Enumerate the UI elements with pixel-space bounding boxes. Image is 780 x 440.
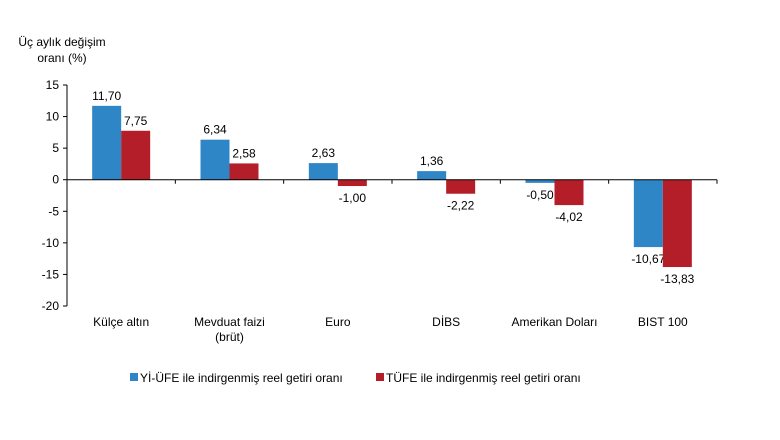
bar	[554, 179, 584, 206]
category-label: DİBS	[432, 315, 460, 329]
bar	[229, 163, 259, 180]
bar	[200, 139, 230, 180]
data-label: 7,75	[124, 114, 148, 128]
y-tick-label: -10	[42, 236, 60, 250]
category-label: Külçe altın	[93, 315, 149, 329]
data-label: 6,34	[203, 123, 227, 137]
data-label: -13,83	[660, 272, 694, 286]
data-label: -2,22	[447, 199, 475, 213]
y-tick-label: 5	[52, 141, 59, 155]
y-tick-label: -15	[42, 267, 60, 281]
data-label: -10,67	[631, 252, 665, 266]
category-label: Amerikan Doları	[511, 315, 597, 329]
y-tick-label: -20	[42, 299, 60, 313]
category-label: (brüt)	[215, 330, 244, 344]
bar	[121, 130, 151, 180]
data-label: -0,50	[526, 188, 554, 202]
y-tick-label: 10	[46, 110, 60, 124]
category-label: Euro	[325, 315, 351, 329]
y-axis-label-line2: oranı (%)	[37, 51, 86, 65]
bar	[337, 179, 367, 187]
bar	[92, 105, 122, 180]
category-label: BIST 100	[638, 315, 688, 329]
bar	[662, 179, 692, 268]
y-tick-label: 15	[46, 78, 60, 92]
legend-swatch	[130, 373, 138, 381]
data-label: 2,58	[232, 146, 256, 160]
legend-label: Yİ-ÜFE ile indirgenmiş reel getiri oranı	[140, 371, 343, 385]
y-tick-label: 0	[52, 173, 59, 187]
bar	[525, 179, 555, 183]
data-label: 1,36	[420, 154, 444, 168]
y-tick-label: -5	[48, 204, 59, 218]
legend: Yİ-ÜFE ile indirgenmiş reel getiri oranı…	[130, 371, 581, 385]
data-label: -4,02	[555, 210, 583, 224]
bar	[446, 179, 476, 194]
legend-label: TÜFE ile indirgenmiş reel getiri oranı	[386, 371, 581, 385]
y-axis-label-line1: Üç aylık değişim	[18, 35, 105, 49]
legend-swatch	[376, 373, 384, 381]
bar	[633, 179, 663, 248]
data-label: 11,70	[92, 89, 121, 103]
plot-area: 151050-5-10-15-2011,706,342,631,36-0,50-…	[42, 78, 718, 344]
bar	[417, 171, 447, 180]
data-label: 2,63	[312, 146, 336, 160]
bar	[308, 163, 338, 180]
data-label: -1,00	[339, 191, 367, 205]
category-label: Mevduat faizi	[194, 315, 265, 329]
